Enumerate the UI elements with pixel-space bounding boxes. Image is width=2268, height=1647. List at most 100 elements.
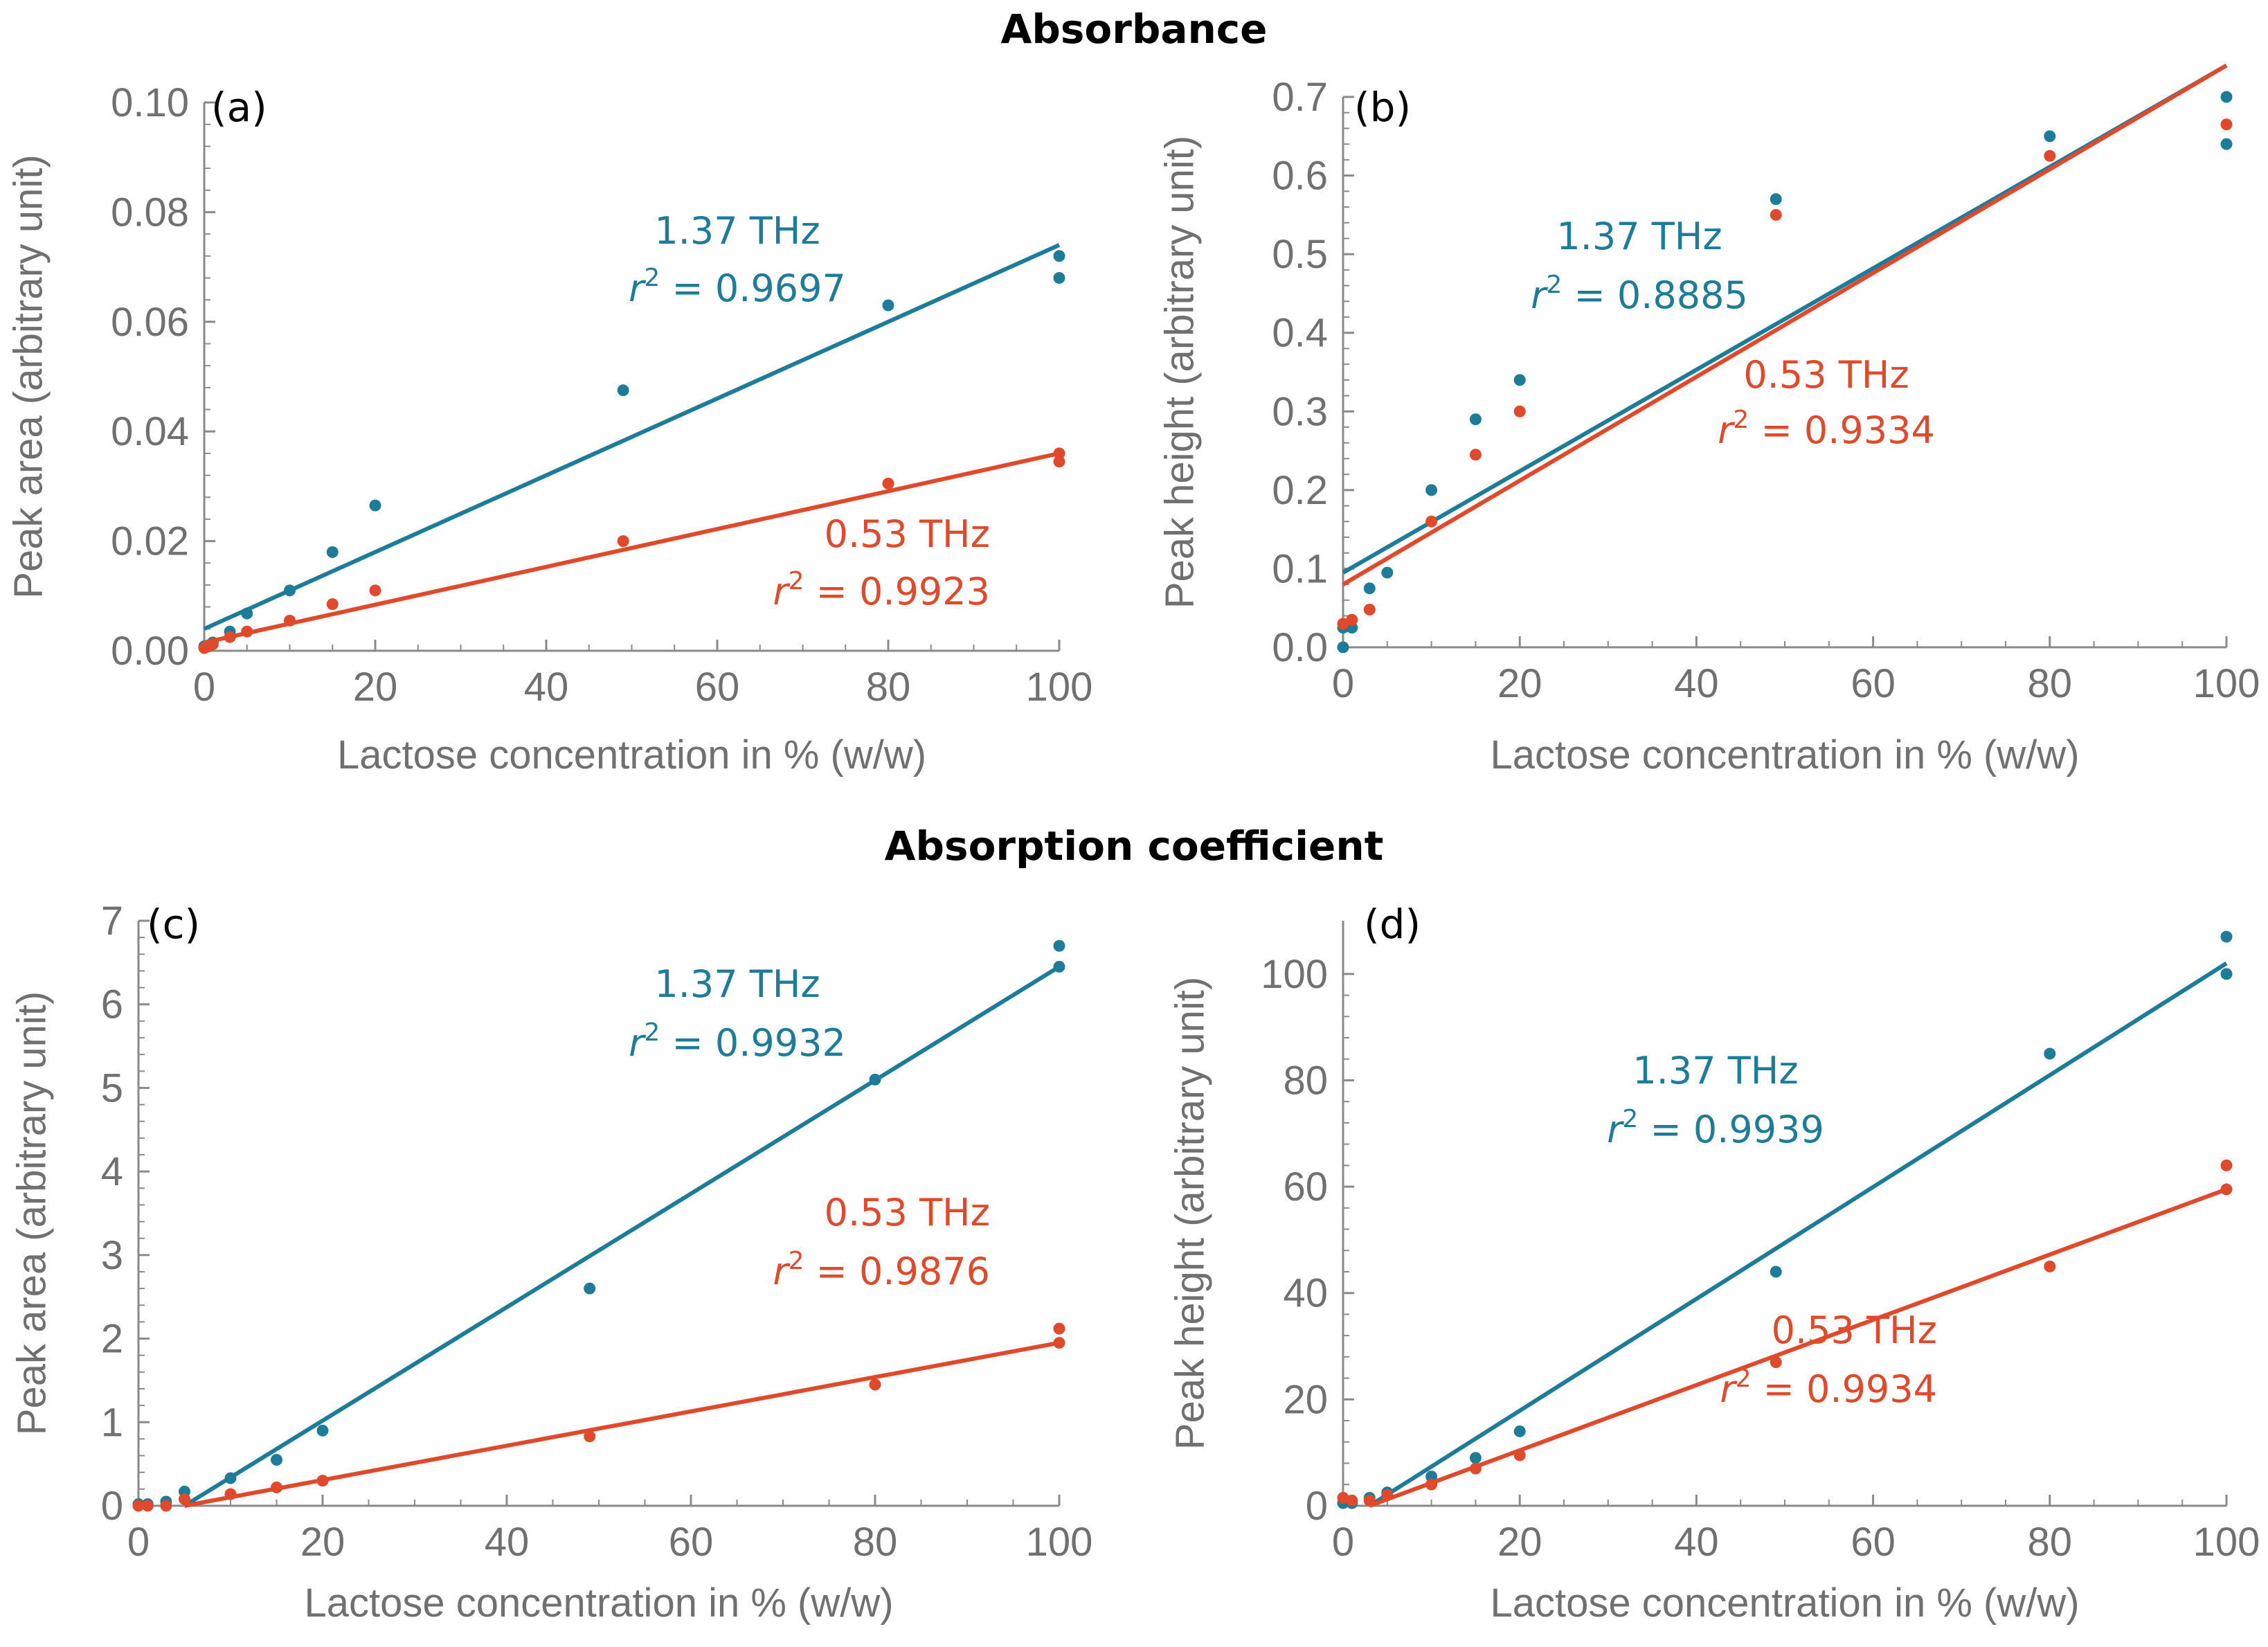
data-point-red [1346,1494,1358,1506]
x-tick-label: 60 [1851,661,1896,706]
x-tick-label: 20 [1497,1520,1542,1565]
y-tick-label: 0.2 [1272,468,1328,513]
r-value: = 0.9932 [660,1021,846,1065]
x-tick-label: 0 [127,1520,150,1565]
x-tick-label: 40 [485,1520,530,1565]
data-point-red [1053,456,1065,468]
y-tick-label: 40 [1283,1271,1328,1316]
y-axis-label: Peak area (arbitrary unit) [9,991,54,1435]
data-point-red [1425,515,1438,528]
y-tick-label: 100 [1261,952,1328,997]
data-point-red [141,1500,154,1512]
data-point-red [179,1493,190,1505]
series-name-label: 1.37 THz [1556,215,1722,258]
r-value: = 0.9923 [804,570,990,613]
panel-label: (a) [211,84,267,131]
data-point-blue [1381,566,1394,579]
data-point-red [1513,1449,1526,1461]
data-point-red [1053,447,1065,460]
data-point-blue [1469,413,1482,426]
r-exponent: 2 [789,1247,804,1275]
y-tick-label: 5 [101,1065,123,1110]
r-exponent: 2 [789,567,804,595]
y-tick-label: 0.0 [1272,625,1328,670]
y-tick-label: 7 [101,899,123,944]
data-point-red [2044,150,2056,162]
x-tick-label: 0 [193,665,215,710]
x-tick-label: 60 [669,1520,714,1565]
x-tick-label: 100 [2193,1520,2260,1565]
series-name-label: 1.37 THz [654,962,820,1006]
series-name-label: 0.53 THz [825,1191,990,1234]
x-tick-label: 20 [353,665,398,710]
panel-label: (b) [1354,84,1411,131]
data-point-blue [1469,1452,1482,1464]
y-tick-label: 0.06 [111,300,189,345]
y-tick-label: 1 [101,1400,123,1445]
x-tick-label: 80 [2028,1520,2073,1565]
data-point-blue [1363,582,1376,595]
data-point-blue [1053,939,1065,952]
data-point-blue [2220,91,2233,103]
chart-panel-b: 0.0 0.1 0.2 0.3 0.4 0.5 0.6 0.7 0 20 40 60 80 100 Lact… [1157,63,2260,777]
r-exponent: 2 [1736,1365,1752,1393]
data-point-red [1363,1494,1376,1506]
y-tick-label: 0.00 [111,629,189,674]
y-tick-label: 20 [1283,1377,1328,1422]
y-axis-label: Peak height (arbitrary unit) [1167,977,1212,1450]
data-point-blue [1770,193,1782,206]
r-symbol: r [629,1021,646,1065]
data-point-red [869,1378,881,1391]
data-point-red [132,1500,145,1512]
r-exponent: 2 [1622,1105,1638,1133]
r-exponent: 2 [644,264,660,292]
panel-label: (d) [1364,901,1421,948]
data-point-red [882,477,894,489]
r-squared-label: r2 = 0.9876 [773,1247,990,1293]
data-point-red [160,1500,172,1512]
y-tick-label: 0.6 [1272,154,1328,199]
x-tick-label: 100 [2193,661,2260,706]
data-point-blue [1053,250,1065,262]
y-tick-label: 0.04 [111,409,189,454]
chart-panel-c: 0 1 2 3 4 5 6 7 0 20 40 60 80 100 Lactose concentratio… [9,899,1092,1626]
data-point-red [326,598,339,611]
r-squared-label: r2 = 0.9697 [629,264,846,310]
x-tick-label: 100 [1026,665,1093,710]
y-tick-label: 0.08 [111,190,189,235]
data-point-blue [1337,641,1349,654]
r-symbol: r [1720,1367,1737,1411]
y-axis-label: Peak area (arbitrary unit) [6,154,51,598]
r-value: = 0.9334 [1749,408,1935,452]
y-tick-label: 0.10 [111,80,189,125]
r-exponent: 2 [1733,406,1749,434]
r-squared-label: r2 = 0.9923 [773,567,990,613]
r-value: = 0.9697 [660,267,846,310]
data-point-red [284,614,296,627]
fit-line-red [204,451,1060,645]
y-tick-label: 0.4 [1272,311,1328,356]
r-symbol: r [1718,408,1735,452]
r-value: = 0.9934 [1751,1367,1937,1411]
data-point-blue [2220,968,2233,980]
r-value: = 0.8885 [1562,273,1748,317]
data-point-red [241,625,253,638]
r-squared-label: r2 = 0.8885 [1531,271,1748,317]
data-point-red [617,535,629,548]
data-point-blue [1770,1266,1782,1278]
y-tick-label: 6 [101,982,123,1027]
series-name-label: 1.37 THz [654,209,820,253]
data-point-red [1053,1337,1065,1349]
data-point-red [584,1430,596,1443]
data-point-blue [869,1073,881,1086]
data-point-blue [2220,138,2233,150]
x-tick-label: 80 [853,1520,898,1565]
data-point-red [1381,1489,1394,1502]
data-point-red [2220,1159,2233,1171]
y-tick-label: 60 [1283,1164,1328,1209]
x-tick-label: 20 [1497,661,1542,706]
r-symbol: r [1531,273,1548,317]
y-tick-label: 4 [101,1149,123,1194]
data-point-red [271,1481,282,1493]
x-tick-label: 40 [1674,661,1719,706]
